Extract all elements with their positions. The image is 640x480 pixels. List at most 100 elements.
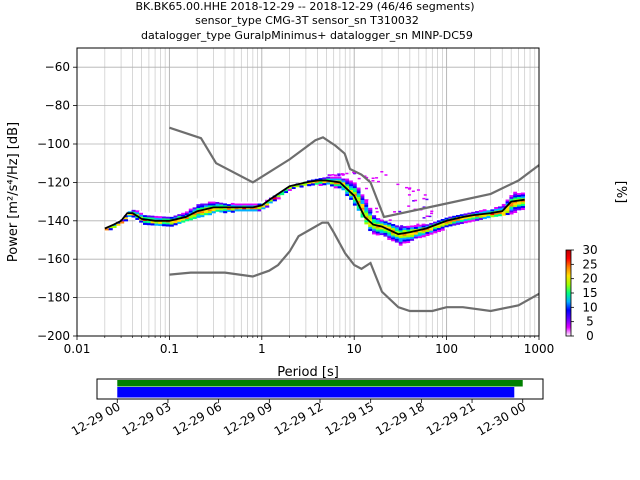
heatmap-cell — [490, 207, 495, 210]
heatmap-cell — [333, 184, 338, 187]
heatmap-cell — [379, 237, 384, 240]
heatmap-cell — [455, 215, 461, 218]
heatmap-cell — [482, 211, 487, 214]
heatmap-cell — [520, 190, 525, 193]
heatmap-cell — [360, 207, 365, 210]
y-tick-label: −160 — [37, 252, 70, 266]
heatmap-cell — [497, 206, 503, 209]
heatmap-cell — [505, 212, 510, 216]
heatmap-cell — [303, 179, 308, 182]
heatmap-cell — [360, 190, 365, 193]
heatmap-cell — [211, 209, 216, 212]
heatmap-cell — [478, 208, 483, 211]
heatmap-cell — [310, 177, 316, 180]
heatmap-cell — [364, 212, 369, 215]
heatmap-cell — [509, 210, 514, 213]
heatmap-cell — [372, 234, 377, 237]
heatmap-cell — [188, 216, 193, 219]
heatmap-cell — [360, 198, 365, 201]
heatmap-cell — [337, 184, 342, 187]
heatmap-cell — [425, 230, 430, 233]
heatmap-cell — [422, 217, 426, 219]
heatmap-cell — [417, 238, 422, 241]
heatmap-cell — [478, 215, 483, 219]
heatmap-cell — [356, 199, 361, 202]
heatmap-cell — [448, 222, 453, 225]
heatmap-cell — [520, 202, 525, 205]
heatmap-cell — [455, 218, 461, 221]
heatmap-cell — [230, 202, 235, 206]
heatmap-cell — [398, 228, 403, 231]
heatmap-cell — [139, 210, 144, 213]
coverage-tick-label: 12-29 00 — [69, 399, 123, 438]
heatmap-cell — [314, 182, 319, 185]
heatmap-cell — [280, 193, 285, 196]
heatmap-cell — [196, 213, 201, 216]
heatmap-cell — [192, 213, 197, 216]
heatmap-cell — [467, 220, 472, 223]
heatmap-cell — [333, 176, 338, 179]
heatmap-cell — [158, 212, 163, 215]
heatmap-cell — [440, 226, 445, 229]
heatmap-cell — [440, 218, 445, 222]
heatmap-cell — [345, 193, 350, 197]
heatmap-cell — [330, 176, 335, 179]
heatmap-cell — [192, 205, 197, 208]
heatmap-cell — [291, 187, 296, 190]
heatmap-cell — [249, 209, 254, 212]
heatmap-cell — [150, 213, 155, 216]
coverage-tick-label: 12-30 00 — [475, 399, 529, 438]
heatmap-cell — [391, 224, 396, 227]
heatmap-cell — [436, 224, 442, 227]
heatmap-cell — [393, 211, 397, 213]
heatmap-cell — [200, 197, 205, 200]
heatmap-cell — [494, 212, 499, 215]
heatmap-cell — [360, 194, 365, 197]
heatmap-cell — [368, 205, 373, 209]
heatmap-cell — [246, 201, 251, 204]
heatmap-cell — [505, 197, 510, 200]
heatmap-cell — [384, 174, 388, 176]
heatmap-cell — [364, 191, 369, 194]
heatmap-cell — [177, 219, 182, 223]
heatmap-cell — [379, 238, 384, 242]
heatmap-cell — [345, 176, 350, 179]
heatmap-cell — [517, 210, 522, 213]
heatmap-cell — [345, 190, 350, 193]
heatmap-cell — [410, 229, 415, 232]
heatmap-cell — [368, 223, 373, 226]
heatmap-cell — [211, 203, 216, 206]
heatmap-cell — [406, 237, 411, 240]
heatmap-cell — [398, 236, 403, 239]
heatmap-cell — [345, 180, 350, 183]
heatmap-cell — [318, 181, 323, 185]
heatmap-cell — [299, 185, 304, 188]
heatmap-cell — [455, 220, 461, 223]
heatmap-cell — [169, 220, 174, 223]
heatmap-cell — [406, 235, 411, 238]
heatmap-cell — [123, 215, 129, 218]
heatmap-cell — [520, 192, 525, 195]
heatmap-cell — [328, 174, 332, 176]
heatmap-cell — [471, 217, 476, 220]
heatmap-cell — [349, 197, 354, 200]
colorbar-tick-label: 30 — [582, 243, 597, 257]
x-tick-label: 0.1 — [160, 342, 179, 356]
heatmap-cell — [377, 218, 381, 220]
heatmap-cell — [230, 210, 235, 213]
heatmap-cell — [349, 190, 354, 193]
x-tick-label: 0.01 — [64, 342, 91, 356]
heatmap-cell — [356, 193, 361, 196]
heatmap-cell — [463, 221, 468, 224]
heatmap-cell — [387, 234, 392, 237]
heatmap-cell — [173, 215, 178, 218]
heatmap-cell — [200, 207, 205, 210]
x-tick-label: 10 — [347, 342, 362, 356]
heatmap-cell — [226, 202, 232, 205]
heatmap-cell — [520, 205, 525, 209]
heatmap-cell — [501, 203, 506, 207]
heatmap-cell — [261, 209, 266, 212]
